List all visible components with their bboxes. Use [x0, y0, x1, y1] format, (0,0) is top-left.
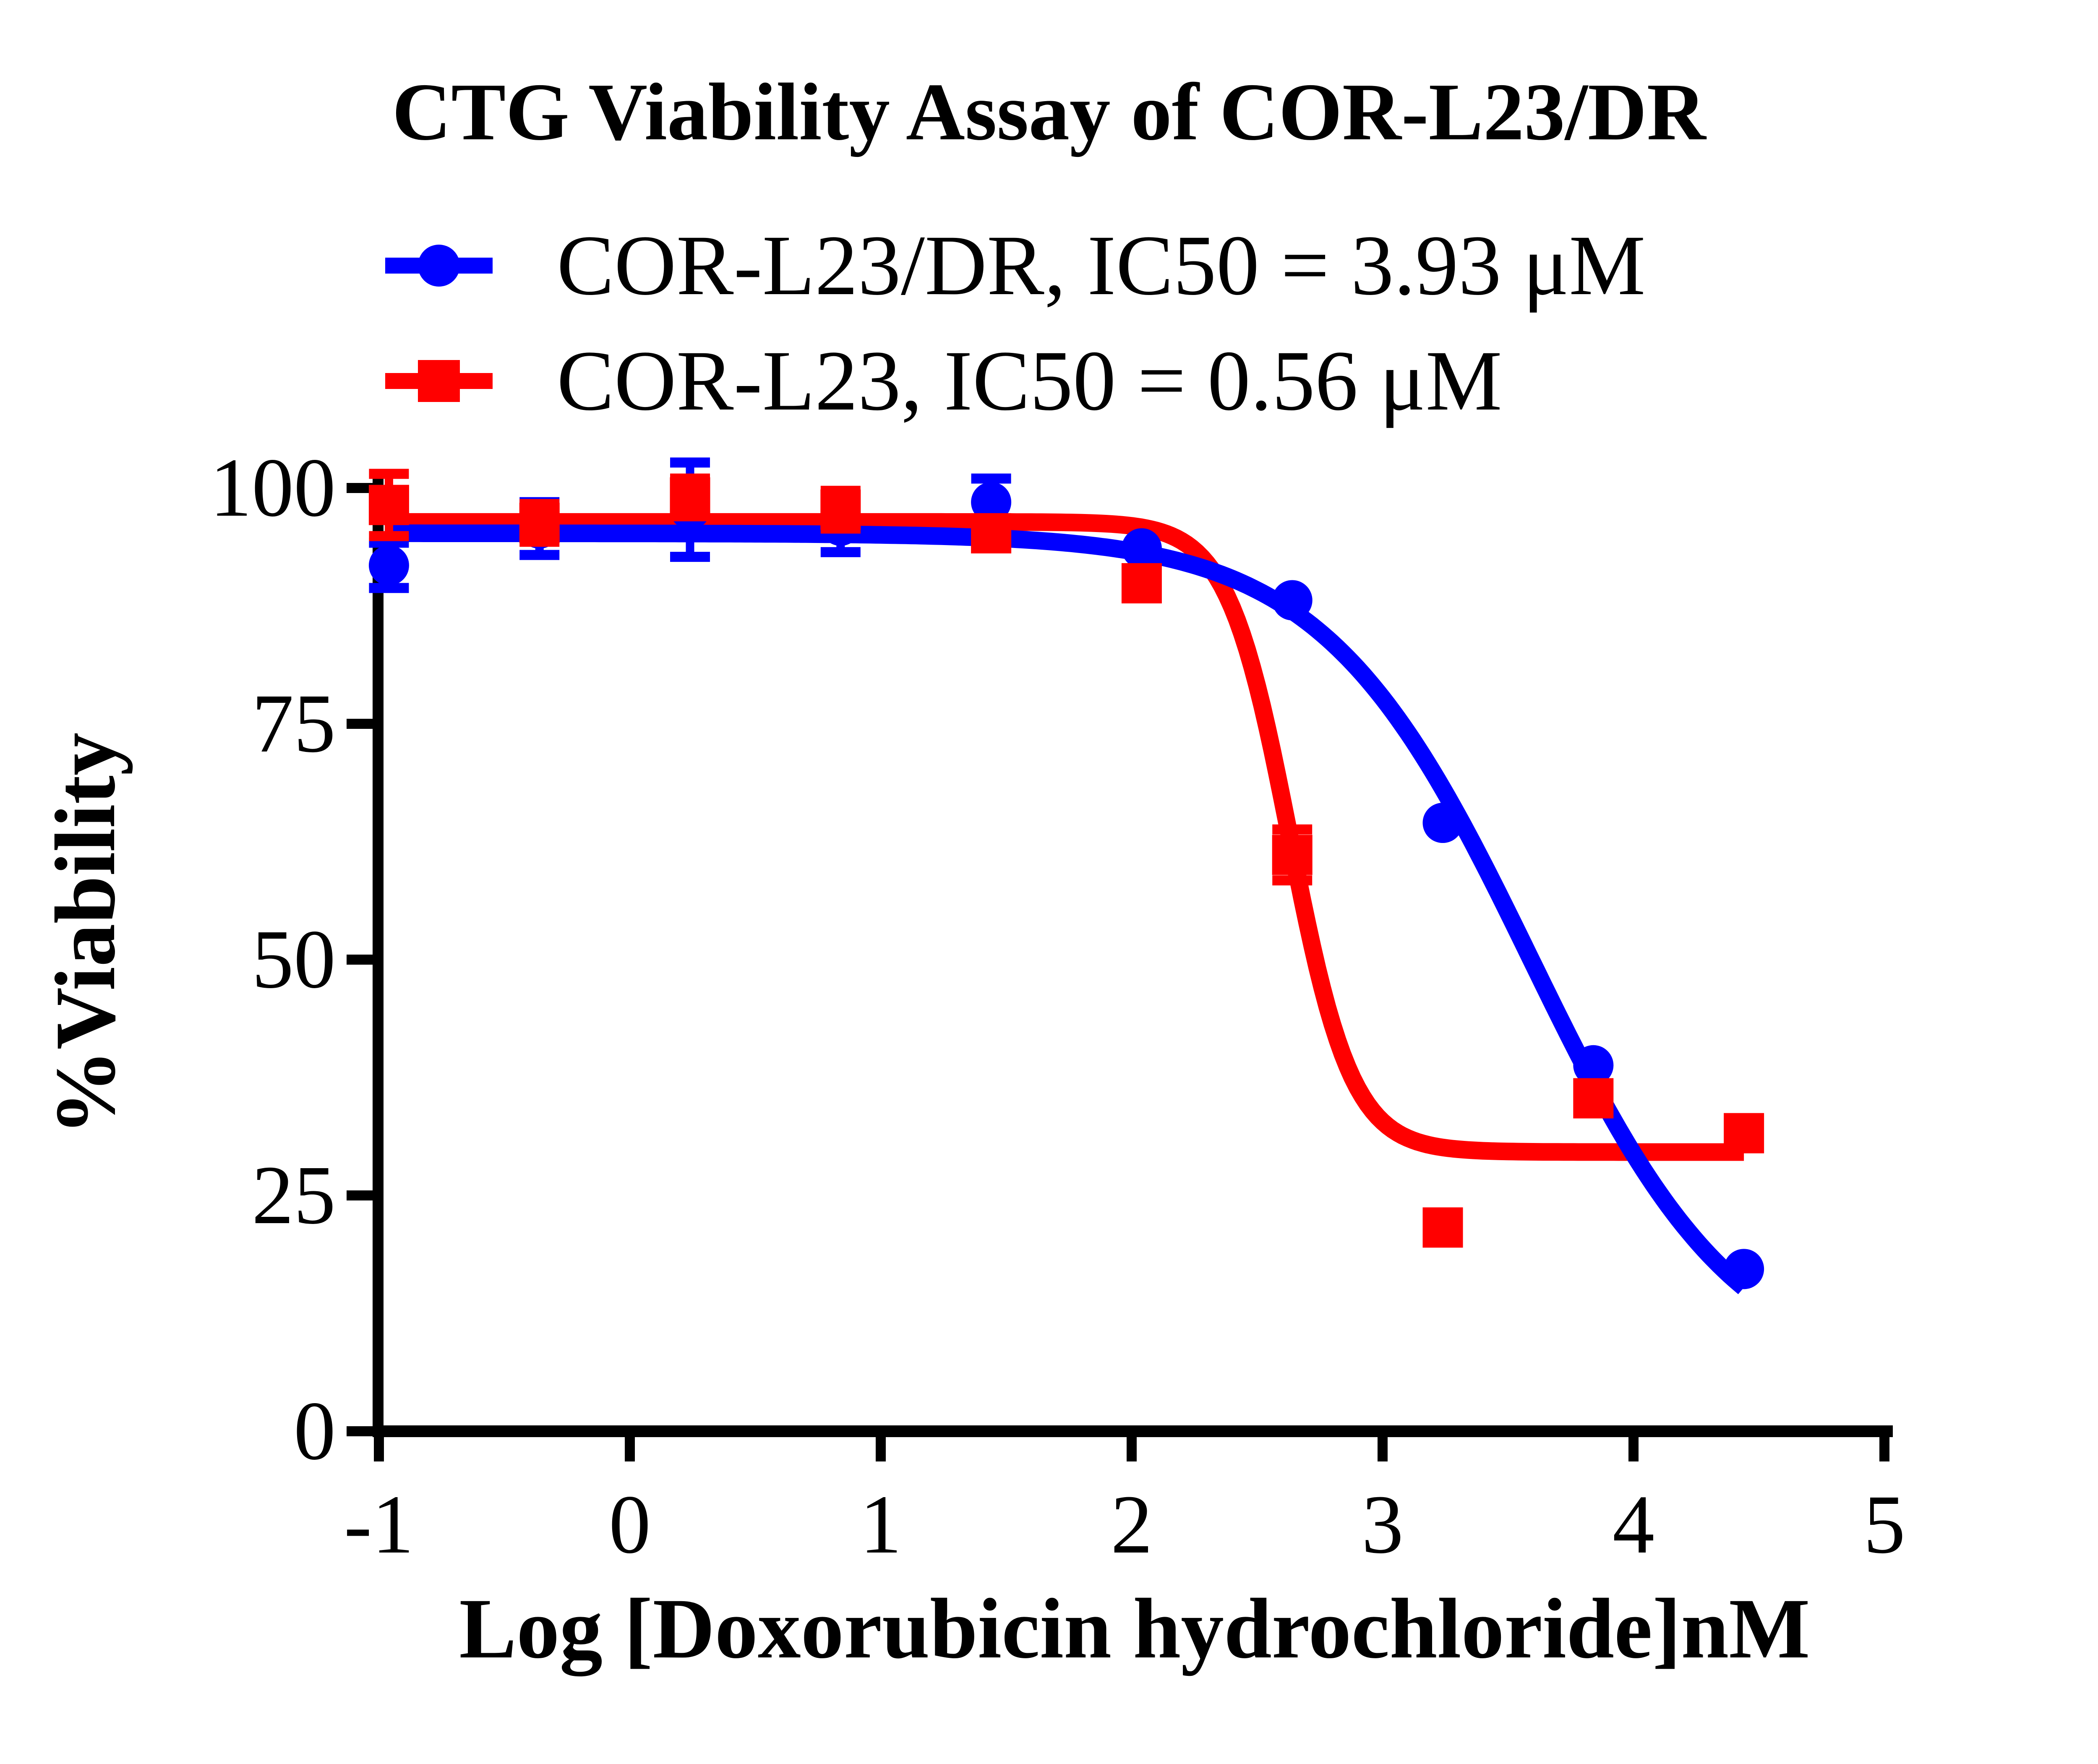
data-point-circle [1121, 528, 1162, 569]
data-point-square [368, 485, 409, 525]
legend-label-cor-l23: COR-L23, IC50 = 0.56 μM [557, 333, 1502, 428]
error-bar-cap [1272, 875, 1313, 886]
chart-title: CTG Viability Assay of COR-L23/DR [392, 67, 1707, 157]
error-bar-cap [1272, 824, 1313, 835]
data-point-circle [368, 545, 409, 586]
data-point-square [971, 513, 1012, 553]
legend-item-cor-l23: COR-L23, IC50 = 0.56 μM [385, 333, 1502, 428]
x-axis-title: Log [Doxorubicin hydrochloride]nM [459, 1581, 1810, 1676]
x-tick [876, 1437, 886, 1461]
error-bar-cap [369, 531, 409, 541]
fit-curves [385, 513, 1750, 1294]
cor-l23-dr-points [368, 457, 1764, 1289]
y-tick [347, 719, 373, 729]
data-point-square [670, 477, 710, 518]
error-bar-cap [971, 473, 1011, 484]
x-tick-label: 0 [609, 1478, 651, 1571]
data-point-square [1573, 1078, 1614, 1119]
data-point-circle [971, 482, 1012, 522]
y-tick-label: 100 [210, 441, 336, 534]
plot-series [368, 457, 1764, 1294]
data-point-circle [1573, 1045, 1614, 1086]
error-bar-cap [670, 552, 710, 562]
data-point-square [1724, 1113, 1764, 1153]
legend: COR-L23/DR, IC50 = 3.93 μM COR-L23, IC50… [385, 218, 1646, 428]
x-tick [1628, 1437, 1639, 1461]
y-axis-line [373, 475, 384, 1437]
error-bar-cap [519, 550, 560, 560]
error-bar-cap [369, 469, 409, 479]
error-bar-cap [820, 547, 861, 557]
x-tick-label: -1 [344, 1478, 414, 1571]
y-axis-title: %Viability [38, 733, 133, 1136]
data-point-square [1272, 835, 1313, 875]
x-tick-label: 1 [860, 1478, 902, 1571]
x-tick [1378, 1437, 1388, 1461]
data-point-circle [1724, 1249, 1764, 1289]
x-tick-label: 4 [1613, 1478, 1654, 1571]
x-tick [1879, 1437, 1889, 1461]
x-tick [374, 1437, 384, 1461]
data-point-square [1422, 1207, 1463, 1248]
y-tick [347, 955, 373, 965]
y-tick [347, 1190, 373, 1200]
legend-label-cor-l23-dr: COR-L23/DR, IC50 = 3.93 μM [557, 218, 1646, 313]
data-point-circle [1422, 803, 1463, 843]
y-tick-label: 0 [294, 1385, 336, 1477]
data-point-square [519, 503, 560, 543]
y-tick-label: 25 [252, 1149, 336, 1242]
data-point-square [820, 489, 861, 530]
y-tick [347, 483, 373, 493]
y-tick [347, 1426, 373, 1436]
y-tick-label: 75 [252, 677, 336, 770]
x-tick-label: 5 [1863, 1478, 1905, 1571]
legend-marker-circle-icon [418, 245, 460, 287]
error-bar-cap [670, 457, 710, 468]
y-tick-label: 50 [252, 913, 336, 1006]
legend-item-cor-l23-dr: COR-L23/DR, IC50 = 3.93 μM [385, 218, 1646, 313]
x-tick-label: 3 [1362, 1478, 1404, 1571]
data-point-square [1121, 563, 1162, 604]
x-tick [1127, 1437, 1137, 1461]
legend-marker-square-icon [418, 360, 460, 402]
cor-l23-points [368, 469, 1764, 1248]
cor-l23-fit-curve [385, 513, 1748, 1161]
cor-l23-dr-fit-curve [385, 524, 1750, 1294]
x-axis-line [373, 1425, 1893, 1437]
data-point-circle [1272, 580, 1313, 621]
x-tick-label: 2 [1111, 1478, 1153, 1571]
x-tick [625, 1437, 635, 1461]
